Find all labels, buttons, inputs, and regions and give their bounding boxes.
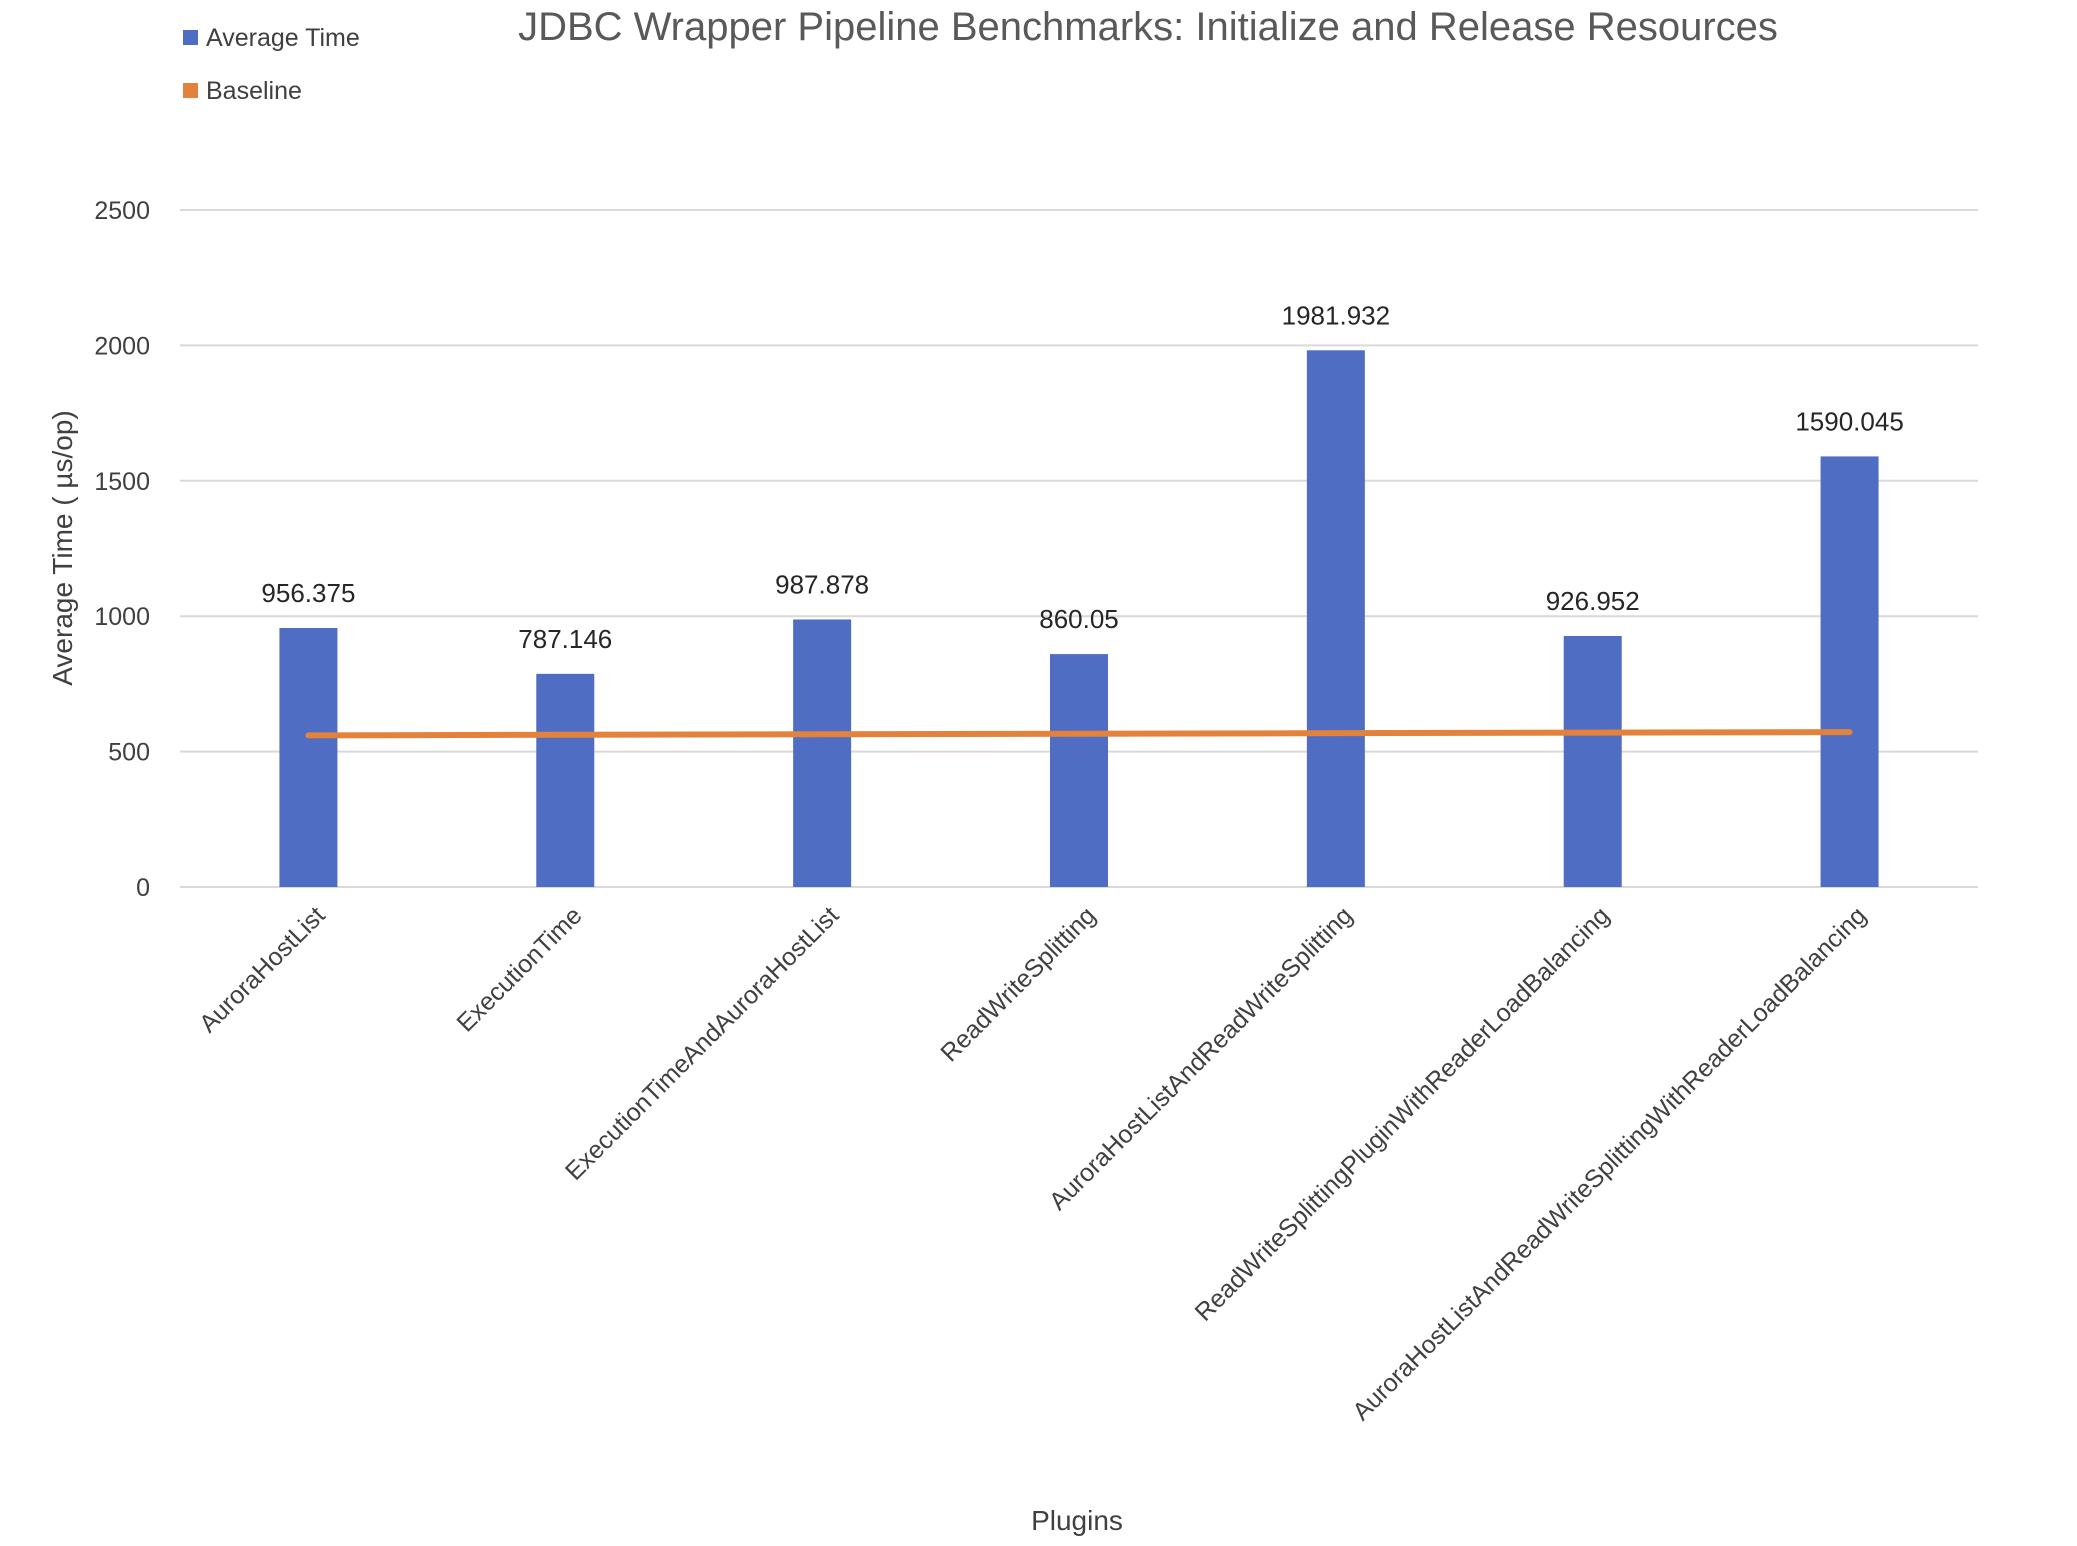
legend-label-baseline: Baseline <box>206 77 302 105</box>
data-labels: 956.375 787.146 987.878 860.05 1981.932 926.9… <box>261 300 1903 654</box>
bar-data-label: 1981.932 <box>1282 300 1390 330</box>
bar <box>536 673 595 887</box>
x-category-label: ExecutionTimeAndAuroraHostList <box>560 901 844 1185</box>
bar-data-label: 987.878 <box>775 569 869 599</box>
baseline-line <box>305 729 1853 739</box>
x-category-label: ExecutionTime <box>451 901 587 1037</box>
bar <box>1563 635 1622 887</box>
x-axis-title: Plugins <box>1031 1505 1123 1536</box>
bar <box>793 619 852 887</box>
legend-swatch-average-time <box>183 30 198 45</box>
y-axis-title: Average Time ( µs/op) <box>47 410 78 686</box>
x-axis-categories: AuroraHostList ExecutionTimeExecutionTime… <box>194 901 1872 1426</box>
y-tick-label: 0 <box>136 874 150 902</box>
x-category-label: AuroraHostListAndReadWriteSplitting <box>1044 901 1358 1215</box>
legend-item-average-time: Average Time <box>183 24 360 52</box>
gridlines <box>180 209 1978 888</box>
x-category-label: AuroraHostList <box>194 901 331 1038</box>
y-tick-label: 1000 <box>94 603 150 631</box>
x-category-label: AuroraHostListAndReadWriteSplittingWithR… <box>1347 901 1872 1426</box>
bar-data-label: 787.146 <box>518 624 612 654</box>
chart-title: JDBC Wrapper Pipeline Benchmarks: Initia… <box>518 5 1778 49</box>
legend-swatch-baseline <box>183 83 198 98</box>
bars <box>279 350 1879 887</box>
y-tick-label: 500 <box>108 739 150 767</box>
bar <box>1050 654 1108 887</box>
x-category-label: ReadWriteSplittingPluginWithReaderLoadBa… <box>1190 901 1615 1326</box>
baseline-series <box>305 729 1853 739</box>
bar <box>1306 350 1365 887</box>
x-category-label: ReadWriteSplitting <box>935 901 1101 1067</box>
bar-data-label: 926.952 <box>1546 586 1640 616</box>
legend-label-average-time: Average Time <box>206 24 360 52</box>
y-tick-label: 1500 <box>94 468 150 496</box>
y-tick-label: 2500 <box>94 197 150 225</box>
bar <box>279 628 338 887</box>
legend-item-baseline: Baseline <box>183 77 302 105</box>
y-axis-ticks: 0 500 1000 1500 2000 2500 <box>94 197 150 902</box>
bar-data-label: 860.05 <box>1039 604 1119 634</box>
y-tick-label: 2000 <box>94 332 150 360</box>
bar <box>1820 456 1879 887</box>
bar-data-label: 1590.045 <box>1795 406 1903 436</box>
bar-data-label: 956.375 <box>261 578 355 608</box>
legend: Average Time Baseline <box>183 24 360 105</box>
